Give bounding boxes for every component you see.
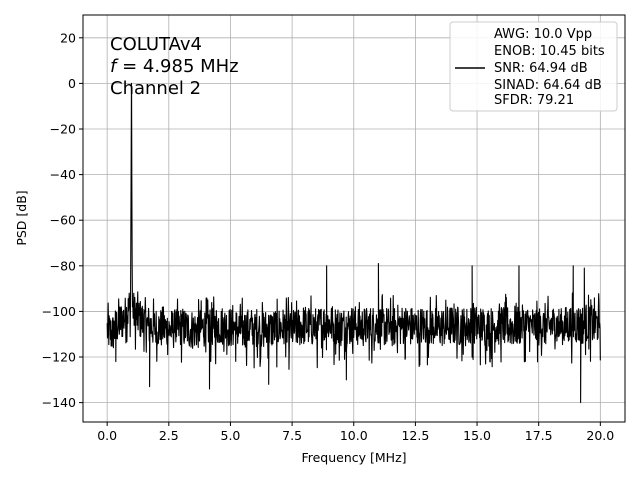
y-tick-label: −120: [42, 350, 76, 365]
annotation-frequency: = 4.985 MHz: [116, 56, 238, 77]
x-tick-label: 17.5: [525, 428, 553, 443]
x-tick-label: 10.0: [340, 428, 368, 443]
x-tick-label: 5.0: [221, 428, 241, 443]
legend: AWG: 10.0 Vpp ENOB: 10.45 bits SNR: 64.9…: [449, 21, 618, 112]
annotation-line-2: f = 4.985 MHz: [110, 56, 239, 77]
legend-entry-sinad: SINAD: 64.64 dB: [494, 78, 602, 93]
legend-box: [449, 21, 618, 112]
y-tick-label: −80: [50, 258, 76, 273]
psd-series: [106, 82, 601, 404]
y-tick-label: −60: [50, 213, 76, 228]
x-tick-label: 0.0: [97, 428, 117, 443]
legend-entry-sfdr: SFDR: 79.21: [494, 93, 574, 108]
y-tick-label: 20: [60, 30, 76, 45]
legend-entry-awg: AWG: 10.0 Vpp: [494, 27, 592, 42]
y-axis-label: PSD [dB]: [14, 190, 29, 245]
y-tick-label: −40: [50, 167, 76, 182]
x-tick-label: 15.0: [463, 428, 491, 443]
x-axis-label: Frequency [MHz]: [301, 450, 406, 465]
y-tick-label: −100: [42, 304, 76, 319]
x-tick-label: 2.5: [159, 428, 179, 443]
x-tick-label: 7.5: [282, 428, 302, 443]
legend-entry-snr: SNR: 64.94 dB: [494, 61, 588, 76]
annotation-variable: f: [110, 56, 119, 77]
annotation-line-3: Channel 2: [110, 78, 201, 99]
chart-annotation: COLUTAv4 f = 4.985 MHz Channel 2: [110, 34, 239, 99]
y-tick-label: 0: [68, 76, 76, 91]
annotation-line-1: COLUTAv4: [110, 34, 202, 55]
legend-entry-enob: ENOB: 10.45 bits: [494, 44, 605, 59]
x-tick-label: 12.5: [401, 428, 429, 443]
axis-ticks: 0.0 2.5 5.0 7.5 10.0 12.5 15.0 17.5 20.0 20 0 −20 −4…: [42, 30, 615, 443]
psd-line: [106, 82, 601, 404]
grid-lines: [83, 15, 625, 422]
x-tick-label: 20.0: [586, 428, 614, 443]
y-tick-label: −140: [42, 395, 76, 410]
y-tick-label: −20: [50, 122, 76, 137]
